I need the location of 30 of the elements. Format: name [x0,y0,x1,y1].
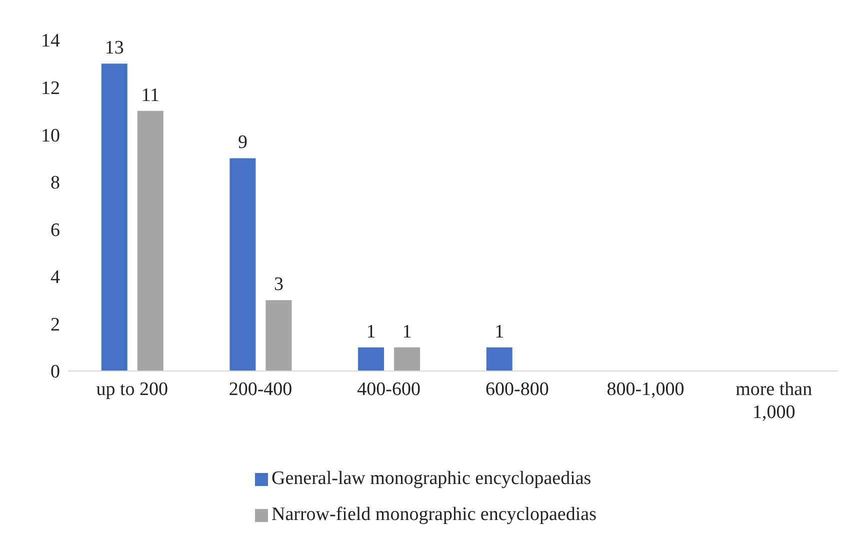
bar [266,300,292,371]
x-tick-label: 800-1,000 [606,379,684,400]
bar [101,64,128,371]
y-tick-label: 2 [50,314,60,336]
bar [230,158,256,371]
data-label: 13 [104,38,124,59]
x-tick-label: more than 1,000 [736,379,813,423]
x-tick-label: 400-600 [357,379,420,400]
data-label: 1 [494,321,504,342]
bar [486,347,512,371]
x-tick-label: up to 200 [96,379,168,400]
y-tick-label: 6 [50,220,60,241]
y-tick-label: 12 [41,78,60,100]
x-tick-label: 200-400 [228,379,292,400]
x-tick-label: 600-800 [486,379,549,400]
legend-label: General-law monographic encyclopaedias [272,468,592,489]
y-tick-label: 4 [50,267,60,288]
legend-label: Narrow-field monographic encyclopaedias [272,504,596,525]
data-label: 9 [238,132,248,154]
bar [137,110,164,371]
y-tick-label: 14 [41,30,60,52]
bar [358,347,384,371]
data-label: 11 [141,84,160,106]
data-label: 1 [366,321,376,342]
y-tick-label: 0 [50,362,60,383]
y-tick-label: 10 [41,125,60,146]
data-label: 3 [274,274,284,296]
data-label: 1 [402,321,412,342]
y-tick-label: 8 [50,172,60,194]
bar [394,347,420,371]
